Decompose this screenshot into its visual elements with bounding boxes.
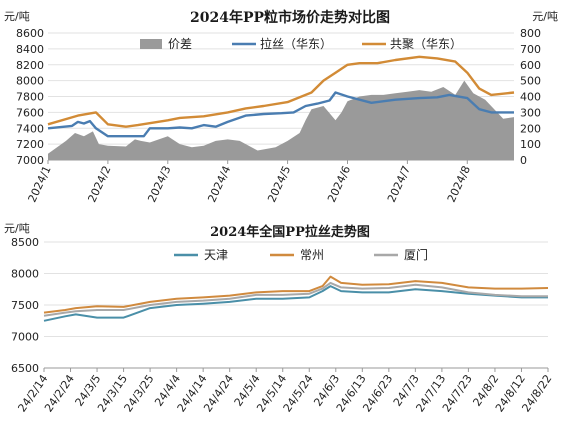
chart1-right-axis: 0 100 200 300 400 500 600 700 800 bbox=[520, 27, 541, 167]
chart2-legend-label: 天津 bbox=[204, 248, 228, 262]
chart1-legend-label: 价差 bbox=[168, 37, 192, 51]
chart2-series-厦门 bbox=[43, 281, 548, 317]
chart2-lines bbox=[43, 275, 549, 322]
chart2-legend: 天津 常州 厦门 bbox=[174, 247, 428, 262]
chart1-right-tick-label: 700 bbox=[520, 43, 541, 56]
chart2-y-axis: 6500 7000 7500 8000 8500 bbox=[11, 236, 39, 375]
chart1-right-unit: 元/吨 bbox=[532, 10, 558, 23]
chart2-y-tick-label: 7500 bbox=[11, 299, 39, 312]
chart1-left-tick-label: 7200 bbox=[16, 138, 44, 151]
chart1-title: 2024年PP粒市场价走势对比图 bbox=[190, 9, 390, 26]
chart2-legend-label: 厦门 bbox=[404, 247, 428, 262]
chart1-x-tick-label: 2024/6 bbox=[325, 164, 353, 205]
chart1-left-tick-label: 7600 bbox=[16, 106, 44, 119]
chart1-left-tick-label: 8200 bbox=[16, 59, 44, 72]
chart1-right-tick-label: 0 bbox=[520, 154, 527, 167]
chart1-left-tick-label: 7000 bbox=[16, 154, 44, 167]
chart2-y-tick-label: 6500 bbox=[11, 362, 39, 375]
chart1-right-tick-label: 300 bbox=[520, 106, 541, 119]
chart1-legend-label: 共聚（华东） bbox=[390, 37, 462, 51]
chart2-title: 2024年全国PP拉丝走势图 bbox=[210, 224, 370, 240]
chart1-series-拉丝（华东） bbox=[47, 91, 514, 138]
chart1-x-tick-label: 2024/4 bbox=[205, 164, 233, 205]
chart1-legend-label: 拉丝（华东） bbox=[260, 36, 332, 51]
chart1-x-tick-label: 2024/5 bbox=[265, 164, 293, 205]
chart1-x-tick-label: 2024/3 bbox=[145, 164, 173, 205]
chart2-x-axis: 24/2/1424/2/2424/3/524/3/1524/3/2524/4/4… bbox=[15, 368, 554, 414]
chart2-unit: 元/吨 bbox=[4, 222, 30, 235]
chart1-right-tick-label: 500 bbox=[520, 75, 541, 88]
chart1-x-axis: 2024/1 2024/2 2024/3 2024/4 2024/5 2024/6 2024… bbox=[26, 160, 473, 204]
chart2-legend-label: 常州 bbox=[300, 248, 324, 262]
chart1-legend: 价差 拉丝（华东） 共聚（华东） bbox=[140, 36, 462, 51]
chart2-series-天津 bbox=[43, 285, 548, 322]
chart1-right-tick-label: 100 bbox=[520, 138, 541, 151]
chart1-x-tick-label: 2024/7 bbox=[385, 164, 413, 205]
chart1-left-unit: 元/吨 bbox=[4, 10, 30, 23]
chart2-series-常州 bbox=[43, 275, 549, 314]
chart2-y-tick-label: 8000 bbox=[11, 268, 39, 281]
chart1-x-tick-label: 2024/2 bbox=[85, 164, 113, 205]
chart1-right-tick-label: 200 bbox=[520, 122, 541, 135]
chart2-y-tick-label: 7000 bbox=[11, 331, 39, 344]
chart1-left-tick-label: 7400 bbox=[16, 122, 44, 135]
chart1-spread-area bbox=[48, 80, 514, 160]
chart2-grid bbox=[44, 241, 548, 369]
chart1-legend-swatch bbox=[140, 39, 162, 49]
chart1-right-tick-label: 400 bbox=[520, 91, 541, 104]
chart1-right-tick-label: 600 bbox=[520, 59, 541, 72]
chart1-right-tick-label: 800 bbox=[520, 27, 541, 40]
chart1-left-tick-label: 7800 bbox=[16, 91, 44, 104]
chart1-lines bbox=[47, 55, 515, 138]
chart1-left-tick-label: 8600 bbox=[16, 27, 44, 40]
chart1-series-共聚（华东） bbox=[47, 55, 515, 128]
chart1-left-axis: 7000 7200 7400 7600 7800 8000 8200 8400 8600 bbox=[16, 27, 44, 167]
chart2-y-tick-label: 8500 bbox=[11, 236, 39, 249]
chart1-left-tick-label: 8400 bbox=[16, 43, 44, 56]
chart1-left-tick-label: 8000 bbox=[16, 75, 44, 88]
chart1-x-tick-label: 2024/8 bbox=[445, 164, 473, 205]
chart1-x-tick-label: 2024/1 bbox=[26, 164, 54, 205]
chart1-series-价差 bbox=[48, 80, 514, 160]
